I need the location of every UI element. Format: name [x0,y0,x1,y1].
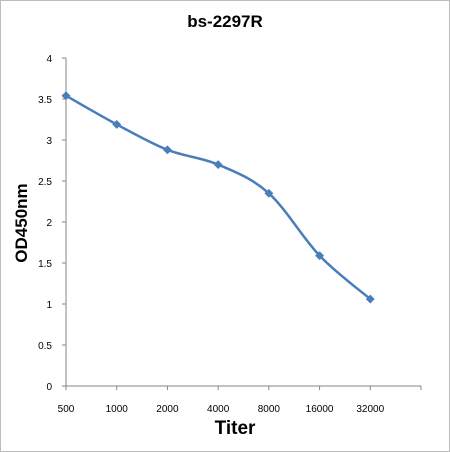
data-point-marker [112,119,122,129]
y-tick-label: 1.5 [38,259,52,270]
y-ticks: 0 0.5 1 1.5 2 2.5 3 3.5 4 [38,54,66,393]
chart-title: bs-2297R [187,12,263,31]
x-ticks: 500 1000 2000 4000 8000 16000 32000 [58,386,422,415]
x-tick-label: 500 [58,404,75,415]
x-tick-label: 8000 [258,404,281,415]
y-tick-label: 3 [46,136,52,147]
y-tick-label: 3.5 [38,95,52,106]
data-point-marker [315,251,325,261]
series-line [65,94,372,301]
y-tick-label: 0 [46,382,52,393]
x-tick-label: 16000 [306,404,334,415]
x-tick-label: 1000 [106,404,129,415]
data-point-marker [162,145,172,155]
y-tick-label: 1 [46,300,52,311]
data-point-marker [264,188,274,198]
y-tick-label: 0.5 [38,341,52,352]
y-axis-title: OD450nm [12,183,31,262]
x-tick-label: 4000 [207,404,230,415]
x-axis-title: Titer [215,418,256,439]
series-group [61,91,375,304]
data-point-marker [365,294,375,304]
y-tick-label: 2.5 [38,177,52,188]
y-tick-label: 4 [46,54,52,65]
y-tick-label: 2 [46,218,52,229]
x-tick-label: 32000 [356,404,384,415]
data-point-marker [61,91,71,101]
x-tick-label: 2000 [156,404,179,415]
y-axis-title-group: OD450nm [12,183,31,262]
data-point-marker [213,160,223,170]
